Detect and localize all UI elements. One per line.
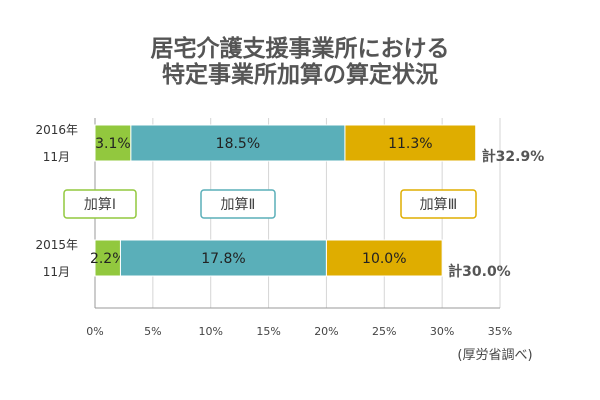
data-label: 10.0%: [362, 251, 406, 267]
category-label: 11月: [43, 265, 70, 279]
category-label: 2016年: [35, 123, 78, 137]
chart-title-line1: 居宅介護支援事業所における: [150, 36, 450, 62]
data-label: 2.2%: [90, 251, 126, 267]
x-tick-label: 35%: [488, 325, 512, 338]
total-label: 計30.0%: [448, 263, 511, 280]
total-label: 計32.9%: [482, 148, 545, 165]
x-tick-label: 0%: [86, 325, 103, 338]
bar-segment: [94, 239, 121, 277]
x-tick-label: 25%: [372, 325, 396, 338]
source-note: (厚労省調べ): [457, 348, 532, 363]
legend-label: 加算Ⅰ: [84, 197, 116, 213]
data-label: 17.8%: [201, 251, 245, 267]
category-label: 2015年: [35, 238, 78, 252]
legend-label: 加算Ⅲ: [420, 197, 458, 213]
x-tick-label: 5%: [144, 325, 161, 338]
legend-box: [63, 189, 137, 219]
data-label: 18.5%: [216, 136, 260, 152]
legend-box: [200, 189, 276, 219]
bar-segment: [325, 239, 443, 277]
chart-title-line2: 特定事業所加算の算定状況: [162, 62, 438, 88]
data-label: 3.1%: [95, 136, 131, 152]
x-tick-label: 10%: [198, 325, 222, 338]
bar-segment: [344, 124, 477, 162]
x-tick-label: 20%: [314, 325, 338, 338]
x-tick-label: 15%: [256, 325, 280, 338]
category-label: 11月: [43, 150, 70, 164]
x-tick-label: 30%: [430, 325, 454, 338]
legend-box: [400, 189, 477, 219]
data-label: 11.3%: [388, 136, 432, 152]
bar-segment: [119, 239, 327, 277]
bar-segment: [94, 124, 132, 162]
legend-label: 加算Ⅱ: [221, 197, 256, 213]
